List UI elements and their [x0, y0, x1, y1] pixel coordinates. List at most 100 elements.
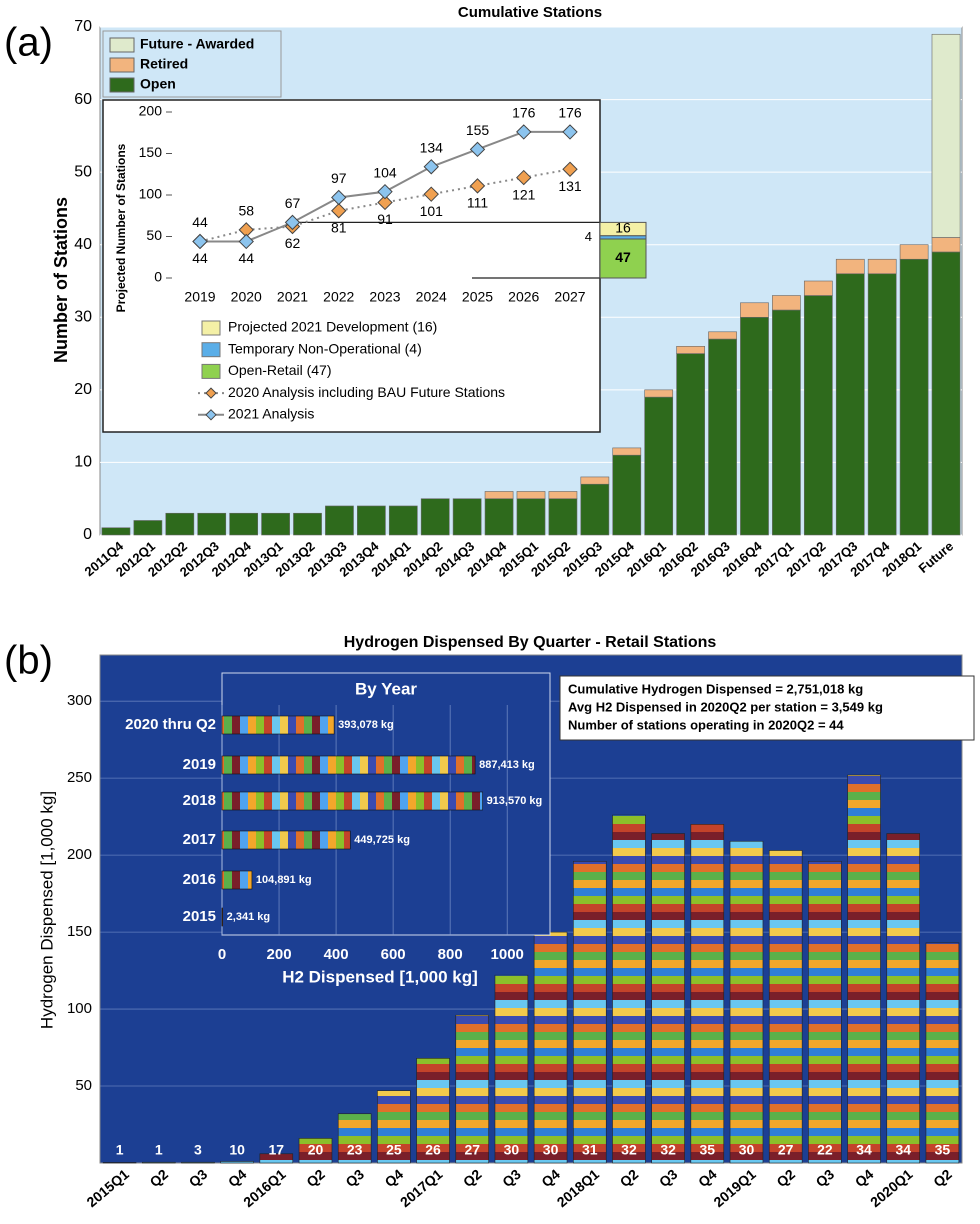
bar [259, 1153, 294, 1164]
x-tick-label: 2024 [416, 289, 447, 305]
legend-label: 2020 Analysis including BAU Future Stati… [228, 384, 505, 400]
bar-segment [420, 498, 450, 536]
data-label: 4 [585, 229, 592, 244]
y-tick-label: 0 [154, 269, 162, 285]
y-tick-label: 2016 [183, 871, 216, 888]
bar-segment [740, 302, 769, 318]
bar [221, 907, 223, 927]
marker [562, 124, 578, 140]
marker [331, 189, 347, 206]
bar-segment [599, 221, 647, 237]
y-tick-label: 50 [74, 163, 92, 180]
x-tick-label: 2019Q1 [710, 1166, 759, 1210]
x-tick-label: Q2 [146, 1166, 171, 1190]
bar-segment [867, 273, 897, 536]
bar-segment [676, 353, 705, 536]
station-count-label: 1 [155, 1142, 163, 1158]
bar [808, 860, 842, 1164]
legend-swatch [201, 320, 221, 336]
annotation: Avg H2 Dispensed in 2020Q2 per station =… [568, 699, 883, 714]
y-tick-label: 2019 [183, 756, 216, 773]
x-axis-label: H2 Dispensed [1,000 kg] [282, 967, 478, 986]
x-tick-label: 2022 [323, 289, 354, 305]
bar-segment [484, 491, 514, 500]
station-count-label: 1 [116, 1142, 124, 1158]
marker [516, 169, 532, 186]
y-tick-label: 200 [139, 103, 163, 119]
bar [494, 974, 529, 1164]
data-label: 393,078 kg [338, 719, 394, 731]
bar [416, 1058, 450, 1164]
bar [612, 814, 646, 1164]
panel-label: (a) [4, 21, 53, 65]
legend-swatch [109, 77, 135, 93]
station-count-label: 34 [895, 1142, 911, 1158]
x-tick-label: Q2 [303, 1166, 328, 1190]
x-tick-label: 2025 [462, 289, 493, 305]
bar [377, 1090, 411, 1164]
bar-segment [740, 316, 769, 536]
marker [423, 186, 439, 202]
marker [238, 233, 254, 250]
station-count-label: 35 [935, 1142, 951, 1158]
chart-title: Cumulative Stations [458, 4, 602, 21]
data-label: 47 [615, 249, 631, 265]
bar-segment [548, 491, 578, 500]
x-tick-label: 2018Q1 [554, 1166, 603, 1210]
marker [469, 178, 486, 194]
bar-segment [580, 483, 610, 536]
data-label: 176 [558, 105, 582, 121]
bar [886, 833, 920, 1164]
x-tick-label: Q2 [617, 1166, 642, 1190]
station-count-label: 25 [386, 1142, 402, 1158]
station-count-label: 27 [464, 1142, 480, 1158]
legend-label: Open-Retail (47) [228, 362, 332, 378]
bar-segment [580, 476, 610, 485]
legend-marker [205, 409, 217, 421]
y-tick-label: 100 [67, 1000, 92, 1017]
marker [192, 233, 208, 250]
x-tick-label: Q3 [499, 1166, 524, 1190]
legend-swatch [109, 37, 135, 53]
legend-label: 2021 Analysis [228, 406, 314, 422]
marker [377, 194, 393, 211]
bar [221, 791, 483, 811]
data-label: 449,725 kg [354, 834, 410, 846]
y-tick-label: 2015 [183, 908, 216, 925]
data-label: 62 [285, 235, 301, 251]
bar-segment [772, 309, 801, 536]
marker [516, 124, 532, 140]
legend-label: Future - Awarded [140, 36, 254, 52]
y-tick-label: 70 [74, 18, 92, 35]
y-tick-label: 50 [146, 227, 162, 243]
bar [925, 942, 960, 1164]
bar-segment [931, 33, 961, 238]
station-count-label: 30 [739, 1142, 755, 1158]
data-label: 2,341 kg [227, 911, 270, 923]
x-tick-label: Q4 [695, 1166, 720, 1190]
station-count-label: 34 [856, 1142, 872, 1158]
data-label: 176 [512, 105, 536, 121]
x-tick-label: 2027 [554, 289, 585, 305]
bar-segment [644, 389, 674, 398]
data-label: 44 [192, 214, 208, 230]
inset-title: By Year [355, 679, 417, 698]
y-tick-label: 0 [83, 526, 92, 543]
y-tick-label: 2020 thru Q2 [125, 716, 216, 733]
y-axis-label: Number of Stations [51, 197, 71, 363]
marker [284, 214, 301, 231]
bar-segment [261, 512, 290, 536]
bar-segment [165, 512, 195, 536]
x-tick-label: 2017Q1 [397, 1166, 446, 1210]
marker [469, 141, 486, 158]
station-count-label: 23 [347, 1142, 363, 1158]
bar [573, 860, 607, 1164]
bar [221, 830, 351, 850]
bar [847, 774, 881, 1164]
station-count-label: 30 [543, 1142, 559, 1158]
data-label: 131 [558, 178, 582, 194]
data-label: 44 [192, 250, 208, 266]
x-tick-label: Q4 [538, 1166, 563, 1190]
